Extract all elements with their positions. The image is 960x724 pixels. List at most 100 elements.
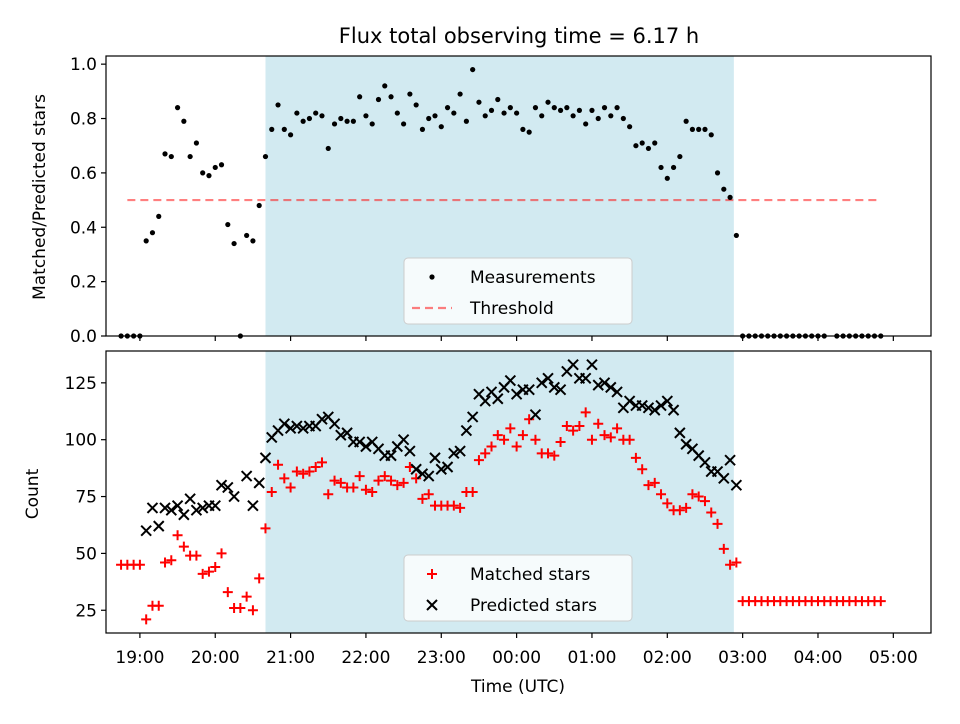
measurement-point — [721, 186, 727, 192]
measurement-point — [294, 110, 300, 116]
predicted-star-point — [642, 402, 655, 414]
matched-star-point — [354, 471, 365, 482]
measurement-point — [551, 105, 557, 111]
predicted-star-point — [661, 395, 674, 407]
measurement-point — [350, 118, 356, 124]
predicted-star-point — [492, 393, 504, 405]
matched-star-point — [386, 475, 397, 486]
measurement-point — [495, 96, 501, 103]
predicted-star-point — [667, 404, 680, 416]
matched-star-point — [260, 523, 271, 534]
measurement-point — [193, 140, 200, 146]
series-measurements — [118, 66, 884, 339]
matched-star-point — [473, 455, 484, 466]
matched-star-point — [699, 496, 710, 507]
predicted-star-point — [504, 374, 517, 387]
measurement-point — [733, 232, 739, 239]
matched-star-point — [241, 591, 252, 602]
measurement-point — [476, 99, 482, 105]
predicted-star-point — [253, 477, 265, 489]
x-tick-label: 02:00 — [643, 648, 692, 668]
measurement-point — [363, 113, 369, 119]
y-tick-label: 1.0 — [70, 55, 97, 75]
matched-star-point — [455, 502, 466, 513]
measurement-point — [658, 164, 664, 171]
matched-star-point — [687, 489, 698, 500]
measurement-point — [470, 66, 476, 73]
matched-star-point — [693, 491, 704, 502]
matched-star-point — [323, 489, 334, 500]
measurement-point — [614, 105, 620, 111]
matched-star-point — [166, 555, 177, 566]
predicted-star-point — [423, 470, 435, 482]
measurement-point — [244, 232, 250, 239]
predicted-star-point — [466, 411, 479, 423]
measurement-point — [633, 143, 639, 149]
x-axis-label: Time (UTC) — [470, 677, 565, 697]
predicted-star-point — [529, 408, 542, 421]
matched-star-point — [291, 466, 302, 477]
measurement-point — [394, 110, 400, 116]
measurement-point — [262, 153, 269, 160]
measurement-point — [714, 170, 721, 176]
predicted-star-point — [611, 386, 623, 398]
legend-box — [403, 257, 633, 325]
matched-star-point — [731, 557, 742, 568]
predicted-star-point — [718, 472, 730, 485]
matched-star-point — [417, 493, 428, 504]
predicted-star-point — [284, 422, 297, 435]
matched-star-point — [467, 487, 478, 497]
measurement-point — [627, 124, 633, 130]
matched-star-point — [568, 425, 579, 436]
matched-star-point — [492, 430, 503, 441]
measurement-point — [187, 153, 193, 160]
bottom-y-axis-label: Count — [23, 468, 43, 519]
measurement-point — [507, 105, 513, 111]
matched-star-point — [191, 550, 202, 561]
series-matched-stars — [116, 407, 886, 625]
measurement-point — [702, 126, 708, 132]
predicted-star-point — [353, 436, 366, 448]
legend-label: Matched stars — [470, 565, 590, 585]
predicted-star-point — [259, 452, 272, 464]
x-tick-label: 01:00 — [567, 648, 616, 668]
predicted-star-point — [460, 424, 473, 437]
legend-matched-marker — [427, 569, 437, 579]
y-tick-label: 50 — [75, 544, 97, 564]
matched-star-point — [348, 482, 359, 493]
matched-star-point — [505, 423, 516, 434]
predicted-star-point — [542, 372, 554, 384]
measurement-point — [388, 94, 394, 100]
measurement-point — [664, 175, 670, 181]
measurement-point — [344, 118, 350, 124]
matched-star-point — [593, 418, 604, 429]
matched-star-point — [254, 573, 265, 584]
measurement-point — [620, 115, 626, 122]
matched-star-point — [329, 475, 340, 486]
matched-star-point — [681, 502, 692, 513]
matched-star-point — [649, 477, 660, 488]
matched-star-point — [335, 477, 346, 488]
matched-star-point — [304, 466, 315, 477]
measurement-point — [331, 121, 338, 127]
measurement-point — [451, 110, 457, 116]
measurement-point — [325, 145, 331, 152]
measurement-point — [438, 124, 444, 130]
matched-star-point — [612, 423, 623, 434]
measurement-point — [401, 121, 407, 127]
matched-star-point — [549, 450, 560, 461]
predicted-star-point — [209, 499, 221, 512]
matched-star-point — [216, 548, 227, 559]
predicted-star-point — [598, 377, 611, 389]
measurement-point — [696, 126, 702, 132]
matched-star-point — [141, 614, 152, 625]
measurement-point — [432, 113, 438, 119]
measurement-point — [300, 118, 306, 124]
measurement-point — [149, 230, 156, 236]
predicted-star-point — [429, 452, 441, 464]
measurement-point — [306, 115, 313, 122]
top-y-axis-label: Matched/Predicted stars — [30, 94, 50, 300]
measurement-point — [583, 121, 589, 127]
